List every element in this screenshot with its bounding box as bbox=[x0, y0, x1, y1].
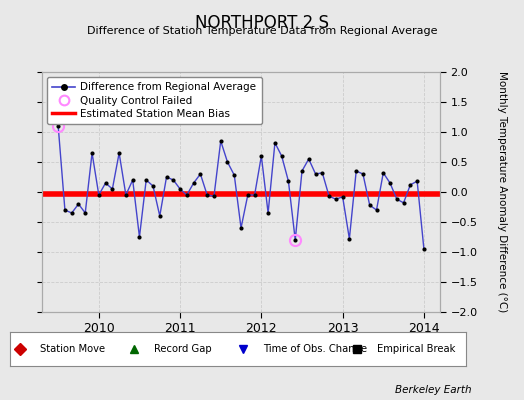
Text: Empirical Break: Empirical Break bbox=[377, 344, 456, 354]
Y-axis label: Monthly Temperature Anomaly Difference (°C): Monthly Temperature Anomaly Difference (… bbox=[497, 71, 507, 313]
Text: Station Move: Station Move bbox=[40, 344, 105, 354]
Legend: Difference from Regional Average, Quality Control Failed, Estimated Station Mean: Difference from Regional Average, Qualit… bbox=[47, 77, 261, 124]
Text: Time of Obs. Change: Time of Obs. Change bbox=[264, 344, 368, 354]
Text: Berkeley Earth: Berkeley Earth bbox=[395, 385, 472, 395]
Text: Record Gap: Record Gap bbox=[154, 344, 212, 354]
Text: Difference of Station Temperature Data from Regional Average: Difference of Station Temperature Data f… bbox=[87, 26, 437, 36]
Text: NORTHPORT 2 S: NORTHPORT 2 S bbox=[195, 14, 329, 32]
